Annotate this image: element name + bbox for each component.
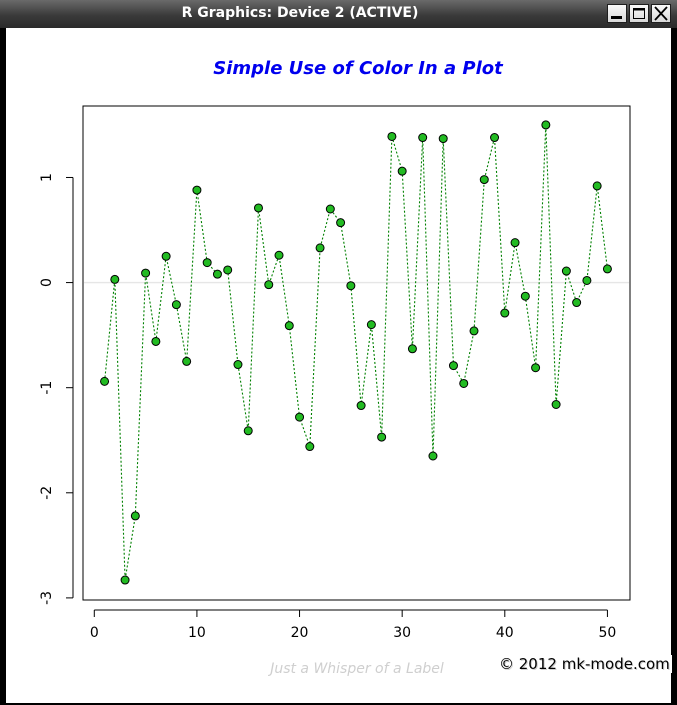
- data-point: [459, 378, 469, 388]
- data-point: [151, 336, 161, 346]
- x-tick-label: 30: [393, 625, 411, 641]
- y-axis: -3 -2 -1 0 1: [39, 173, 74, 605]
- data-point: [223, 265, 233, 275]
- window-title: R Graphics: Device 2 (ACTIVE): [181, 5, 419, 21]
- data-point: [110, 274, 120, 284]
- data-point: [233, 360, 243, 370]
- x-tick-label: 20: [291, 625, 309, 641]
- data-point: [582, 275, 592, 285]
- data-point: [428, 451, 438, 461]
- data-point: [120, 575, 130, 585]
- data-point: [202, 258, 212, 268]
- data-point: [325, 204, 335, 214]
- data-point: [295, 412, 305, 422]
- data-point: [490, 133, 500, 143]
- data-point: [479, 175, 489, 185]
- data-point: [171, 300, 181, 310]
- data-point: [366, 320, 376, 330]
- data-point: [130, 511, 140, 521]
- data-point: [500, 308, 510, 318]
- data-point: [541, 120, 551, 130]
- data-point: [264, 280, 274, 290]
- data-point: [377, 432, 387, 442]
- data-point: [572, 298, 582, 308]
- data-points: [100, 120, 612, 585]
- plot-box: [82, 105, 631, 601]
- data-point: [253, 203, 263, 213]
- data-point: [438, 134, 448, 144]
- x-tick-label: 50: [599, 625, 617, 641]
- data-point: [243, 426, 253, 436]
- data-point: [418, 133, 428, 143]
- close-button[interactable]: [651, 4, 671, 23]
- series-line: [104, 124, 608, 581]
- data-point: [161, 251, 171, 261]
- data-point: [387, 131, 397, 141]
- data-point: [336, 218, 346, 228]
- y-tick-label: -1: [39, 381, 55, 395]
- data-point: [592, 181, 602, 191]
- close-icon: [654, 6, 668, 21]
- data-point: [561, 266, 571, 276]
- data-point: [397, 166, 407, 176]
- data-point: [284, 321, 294, 331]
- maximize-icon: [633, 8, 645, 19]
- data-point: [531, 363, 541, 373]
- maximize-button[interactable]: [629, 4, 649, 23]
- window-titlebar[interactable]: R Graphics: Device 2 (ACTIVE): [0, 0, 677, 28]
- y-tick-label: 1: [39, 173, 55, 182]
- y-tick-label: 0: [39, 278, 55, 287]
- data-point: [274, 250, 284, 260]
- data-point: [192, 185, 202, 195]
- data-point: [212, 269, 222, 279]
- x-axis-label: Just a Whisper of a Label: [267, 661, 444, 677]
- x-tick-label: 0: [90, 625, 99, 641]
- minimize-button[interactable]: [607, 4, 627, 23]
- data-point: [182, 356, 192, 366]
- data-point: [100, 376, 110, 386]
- data-point: [315, 243, 325, 253]
- x-tick-label: 10: [188, 625, 206, 641]
- y-tick-label: -2: [39, 486, 55, 500]
- data-point: [469, 326, 479, 336]
- data-point: [356, 401, 366, 411]
- minimize-icon: [611, 16, 622, 19]
- data-point: [520, 291, 530, 301]
- x-tick-label: 40: [496, 625, 514, 641]
- data-point: [602, 264, 612, 274]
- plot-area-client: Simple Use of Color In a Plot 0 10 20 30 40 5…: [6, 28, 671, 703]
- data-point: [448, 361, 458, 371]
- chart-canvas: Simple Use of Color In a Plot 0 10 20 30 40 5…: [39, 58, 631, 677]
- chart-title: Simple Use of Color In a Plot: [213, 58, 504, 79]
- data-point: [510, 238, 520, 248]
- data-point: [407, 344, 417, 354]
- y-tick-label: -3: [39, 591, 55, 605]
- data-point: [346, 281, 356, 291]
- data-point: [141, 268, 151, 278]
- data-point: [305, 442, 315, 452]
- x-axis: 0 10 20 30 40 50: [90, 609, 617, 641]
- data-point: [551, 400, 561, 410]
- watermark-text: © 2012 mk-mode.com: [497, 655, 672, 673]
